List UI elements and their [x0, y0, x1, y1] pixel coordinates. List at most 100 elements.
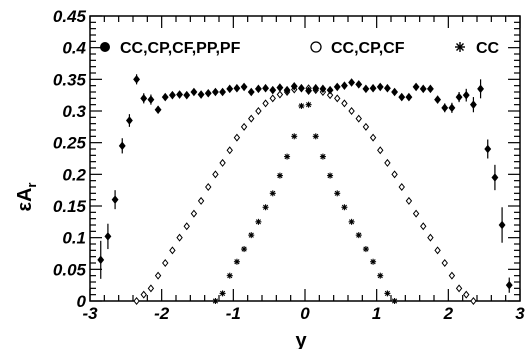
filled-diamond-point — [391, 87, 399, 97]
filled-diamond-point — [118, 141, 126, 151]
asterisk-point — [355, 232, 362, 239]
x-tick-label: 2 — [443, 304, 454, 323]
open-diamond-point — [326, 91, 334, 100]
y-tick-label: 0.4 — [62, 39, 86, 58]
svg-text:εAr: εAr — [14, 183, 39, 212]
open-diamond-point — [147, 284, 155, 293]
filled-diamond-point — [333, 82, 341, 92]
open-diamond-point — [176, 233, 183, 242]
asterisk-point — [276, 172, 283, 179]
open-diamond-point — [197, 196, 205, 205]
asterisk-point — [319, 153, 326, 160]
filled-diamond-point — [369, 83, 377, 93]
filled-diamond-point — [491, 173, 499, 182]
filled-diamond-point — [262, 83, 270, 93]
filled-diamond-point — [319, 84, 327, 94]
filled-diamond-point — [111, 195, 119, 204]
filled-diamond-point — [147, 95, 155, 104]
open-diamond-point — [434, 246, 441, 255]
y-tick-label: 0.05 — [53, 260, 87, 279]
y-tick-label: 0.15 — [53, 197, 87, 216]
filled-diamond-point — [484, 144, 492, 154]
open-diamond-point — [133, 296, 140, 306]
filled-diamond-point — [204, 88, 212, 98]
filled-diamond-point — [448, 103, 456, 113]
filled-diamond-point — [247, 87, 255, 97]
open-diamond-point — [233, 133, 241, 142]
filled-diamond-point — [477, 84, 485, 94]
open-diamond-point — [420, 222, 427, 231]
open-diamond-point — [248, 114, 255, 123]
filled-diamond-point — [312, 83, 320, 93]
asterisk-point — [348, 218, 355, 225]
asterisk-point — [284, 153, 291, 160]
filled-diamond-point — [326, 85, 334, 95]
y-tick-label: 0.2 — [62, 165, 86, 184]
legend: CC,CP,CF,PP,PF CC,CP,CF CC — [100, 40, 500, 57]
asterisk-point — [262, 204, 269, 211]
filled-diamond-point — [498, 220, 506, 230]
filled-diamond-point — [297, 83, 305, 93]
open-diamond-point — [405, 196, 413, 205]
filled-diamond-point — [161, 92, 169, 102]
open-diamond-point — [384, 158, 391, 167]
x-tick-label: 3 — [515, 304, 525, 323]
legend-marker-asterisk — [455, 42, 465, 52]
asterisk-point — [241, 246, 248, 253]
open-diamond-point — [154, 271, 162, 280]
asterisk-point — [362, 246, 369, 253]
open-diamond-point — [441, 258, 448, 268]
plot-frame — [89, 15, 521, 302]
asterisk-point — [248, 232, 255, 239]
legend-label-series-3: CC — [476, 40, 500, 57]
open-diamond-point — [448, 271, 456, 280]
open-diamond-point — [369, 133, 377, 142]
asterisk-point — [226, 272, 233, 279]
open-diamond-point — [455, 284, 463, 293]
y-tick-label: 0.35 — [53, 70, 87, 89]
asterisk-point — [291, 133, 298, 140]
legend-marker-filled-circle — [100, 42, 110, 52]
open-diamond-point — [219, 158, 226, 167]
legend-label-series-2: CC,CP,CF — [331, 40, 405, 57]
filled-diamond-point — [183, 90, 191, 100]
y-tick-label: 0.25 — [53, 134, 87, 153]
filled-diamond-point — [269, 85, 277, 95]
filled-diamond-point — [176, 90, 184, 99]
filled-diamond-point — [133, 75, 141, 84]
x-axis-title: y — [295, 330, 307, 349]
open-diamond-point — [190, 209, 198, 218]
open-diamond-point — [162, 258, 169, 268]
open-diamond-point — [398, 182, 405, 192]
x-tick-label: -1 — [226, 304, 241, 323]
filled-diamond-point — [362, 84, 370, 94]
open-diamond-point — [377, 146, 384, 155]
filled-diamond-point — [383, 83, 391, 93]
axis-tick-labels: -3 -2 -1 0 1 2 3 0 0.05 0.1 0.15 0.2 0.25 0.3 0.35 0.4 0… — [53, 7, 525, 323]
open-diamond-point — [427, 233, 434, 242]
y-tick-label: 0.1 — [62, 229, 86, 248]
filled-diamond-point — [211, 87, 219, 97]
filled-diamond-point — [226, 84, 234, 94]
asterisk-point — [370, 258, 377, 265]
asterisk-point — [334, 190, 341, 197]
open-diamond-point — [348, 106, 355, 116]
y-tick-label: 0.45 — [53, 7, 87, 26]
asterisk-point — [255, 218, 262, 225]
open-diamond-point — [412, 209, 420, 218]
filled-diamond-point — [469, 100, 477, 109]
open-diamond-point — [169, 246, 176, 255]
filled-diamond-point — [97, 255, 105, 265]
filled-diamond-point — [505, 280, 513, 290]
open-diamond-point — [355, 114, 362, 123]
filled-diamond-point — [104, 232, 112, 241]
filled-diamond-point — [434, 95, 442, 104]
x-tick-label: -3 — [82, 304, 98, 323]
open-diamond-point — [276, 90, 284, 99]
filled-diamond-point — [190, 87, 198, 97]
asterisk-point — [384, 290, 391, 297]
filled-diamond-point — [276, 83, 284, 92]
filled-diamond-point — [340, 81, 348, 90]
